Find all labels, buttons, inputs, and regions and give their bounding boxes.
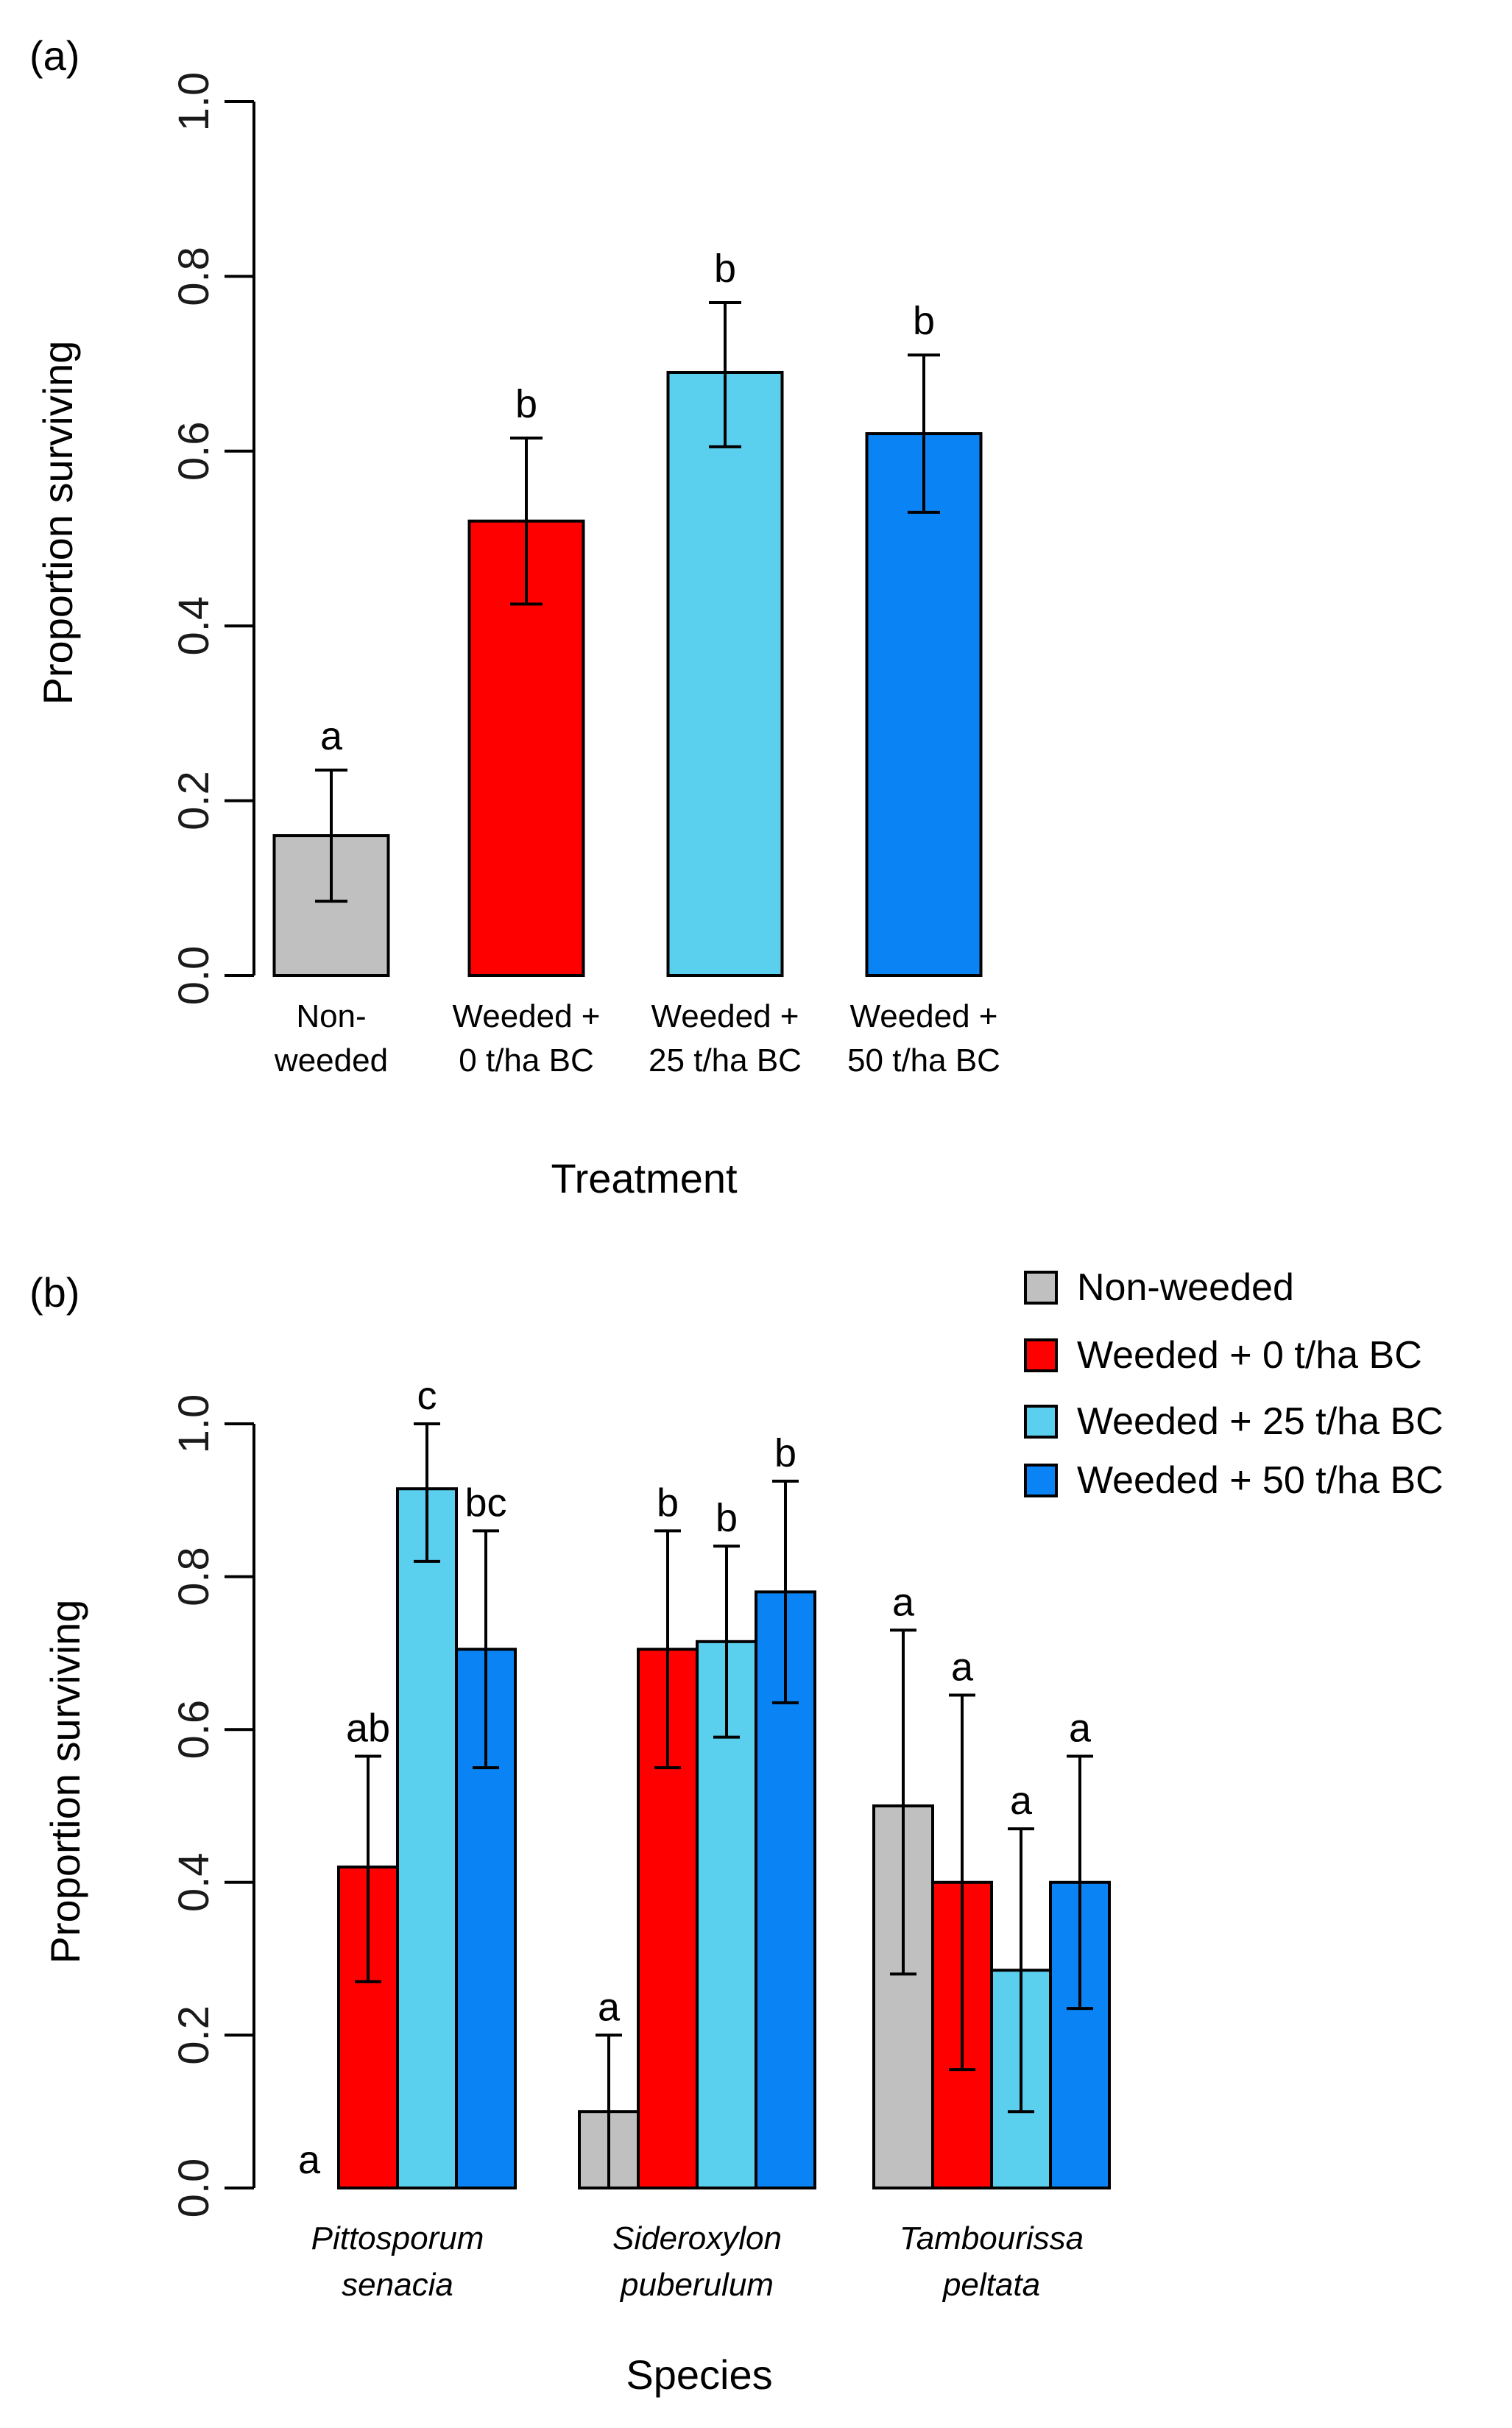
category-label: weeded (274, 1042, 388, 1079)
legend-label: Weeded + 50 t/ha BC (1077, 1459, 1444, 1502)
panel-b-y-axis: 0.0 0.2 0.4 0.6 0.8 1.0 (170, 1394, 255, 2218)
panel-a-error-bars (315, 301, 940, 903)
panel-b-label: (b) (29, 1269, 80, 1316)
legend-swatch (1024, 1271, 1058, 1305)
y-tick-label: 0.4 (170, 1852, 218, 1912)
panel-b-y-axis-title: Proportion surviving (42, 1600, 88, 1964)
category-label: Non- (296, 998, 366, 1034)
panel-b-legend: Non-weeded Weeded + 0 t/ha BC Weeded + 25 … (1024, 1266, 1444, 1502)
panel-a-chart: (a) Proportion surviving Treatment 0.00.… (29, 32, 1000, 1201)
significance-letter: b (913, 299, 935, 343)
bar (396, 1487, 458, 2189)
category-label: Weeded + (651, 998, 799, 1034)
panel-b-x-axis-title: Species (626, 2351, 772, 2398)
legend-swatch (1024, 1405, 1058, 1439)
y-tick-label: 0.2 (170, 2005, 218, 2065)
significance-letter: b (714, 247, 736, 291)
bar (865, 432, 983, 977)
significance-letter: b (716, 1496, 738, 1540)
species-label: puberulum (619, 2267, 774, 2303)
species-label: senacia (342, 2267, 453, 2303)
panel-b-error-bars (355, 1422, 1093, 2189)
bar (666, 370, 784, 978)
y-tick-label: 0.4 (170, 596, 218, 656)
legend-label: Non-weeded (1077, 1266, 1294, 1309)
y-tick-label: 0.6 (170, 1700, 218, 1760)
panel-b-chart: (b) Proportion surviving Species 0.00.20… (29, 1266, 1444, 2398)
significance-letter: ab (346, 1707, 390, 1751)
panel-a-label: (a) (29, 32, 80, 79)
category-label: Weeded + (452, 998, 600, 1034)
y-tick-label: 1.0 (170, 72, 218, 132)
significance-letter: b (774, 1431, 796, 1475)
panel-a-y-axis: 0.0 0.2 0.4 0.6 0.8 1.0 (170, 72, 255, 1006)
y-tick-label: 1.0 (170, 1394, 218, 1454)
significance-letter: a (320, 714, 343, 758)
y-tick-label: 0.8 (170, 247, 218, 306)
category-label: Weeded + (849, 998, 997, 1034)
significance-letter: a (1010, 1779, 1033, 1823)
legend-label: Weeded + 0 t/ha BC (1077, 1334, 1422, 1377)
panel-a-significance-letters: a b b b (320, 247, 935, 758)
y-tick-label: 0.6 (170, 421, 218, 481)
significance-letter: c (417, 1374, 437, 1418)
species-label: Tambourissa (900, 2220, 1084, 2256)
legend-swatch (1024, 1338, 1058, 1372)
significance-letter: b (515, 382, 537, 426)
species-label: peltata (942, 2267, 1040, 2303)
significance-letter: a (951, 1645, 974, 1689)
panel-b-bars (337, 1487, 1111, 2190)
y-tick-label: 0.8 (170, 1547, 218, 1606)
panel-a-x-axis-title: Treatment (551, 1155, 738, 1201)
significance-letter: a (298, 2138, 321, 2182)
category-label: 25 t/ha BC (649, 1042, 802, 1079)
legend-label: Weeded + 25 t/ha BC (1077, 1400, 1444, 1443)
panel-a-category-labels: Non-weeded Weeded + 0 t/ha BC Weeded + 25 t/… (274, 998, 1000, 1079)
significance-letter: a (892, 1580, 915, 1624)
y-tick-label: 0.0 (170, 946, 218, 1006)
y-tick-label: 0.2 (170, 771, 218, 830)
significance-letter: a (1069, 1707, 1092, 1751)
species-label: Pittosporum (311, 2220, 484, 2256)
significance-letter: bc (464, 1481, 506, 1525)
category-label: 50 t/ha BC (847, 1042, 1000, 1079)
panel-a-y-axis-title: Proportion surviving (35, 341, 81, 705)
panel-b-category-labels: Pittosporum senacia Sideroxylon puberulum Ta… (311, 2220, 1084, 2303)
bar (696, 1640, 757, 2190)
y-tick-label: 0.0 (170, 2159, 218, 2218)
category-label: 0 t/ha BC (459, 1042, 593, 1079)
species-label: Sideroxylon (612, 2220, 782, 2256)
bar (337, 1866, 399, 2190)
legend-swatch (1024, 1464, 1058, 1497)
significance-letter: b (657, 1481, 679, 1525)
significance-letter: a (598, 1985, 621, 2029)
panel-a-bars (272, 370, 983, 978)
